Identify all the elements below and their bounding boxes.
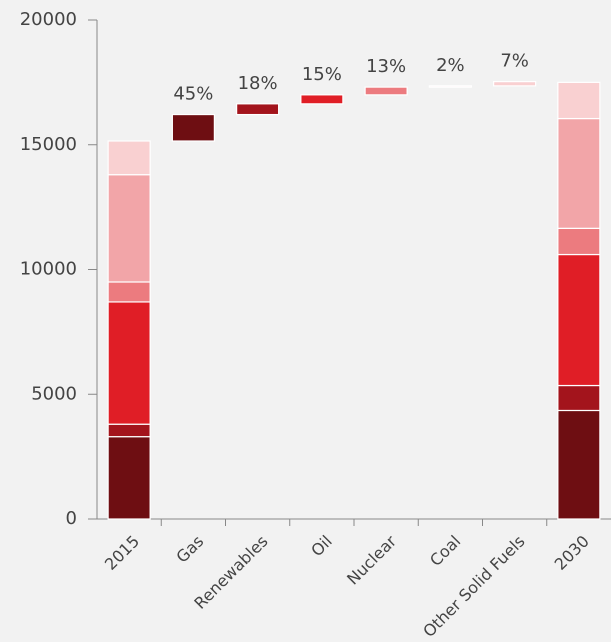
bar-segment	[557, 253, 601, 387]
bar-segment	[107, 423, 151, 438]
bar-segment	[107, 301, 151, 425]
bar-segment	[557, 227, 601, 256]
bar-segment	[171, 113, 215, 142]
annotation: 7%	[500, 51, 529, 72]
bar-segment	[107, 281, 151, 303]
x-tick-label: Gas	[172, 532, 207, 567]
annotation: 18%	[238, 73, 278, 94]
bar-segment	[300, 94, 344, 105]
y-tick-label: 5000	[31, 383, 77, 404]
bar-segment	[107, 174, 151, 283]
bar-segment	[557, 409, 601, 520]
annotation: 13%	[366, 56, 406, 77]
x-tick-label: Oil	[307, 532, 336, 561]
bar-segment	[557, 81, 601, 120]
annotation: 2%	[436, 55, 465, 76]
x-tick-label: Nuclear	[343, 531, 400, 588]
bar-segment	[236, 103, 280, 116]
bar-segment	[364, 86, 408, 96]
bar-segment	[428, 85, 472, 88]
annotation: 45%	[173, 84, 213, 105]
y-tick-label: 20000	[20, 9, 77, 30]
bar-segment	[557, 384, 601, 412]
bar-segment	[493, 81, 537, 87]
bar-segment	[557, 117, 601, 229]
y-tick-label: 15000	[20, 134, 77, 155]
annotation: 15%	[302, 64, 342, 85]
x-tick-label: 2030	[551, 532, 593, 574]
x-tick-label: 2015	[101, 532, 143, 574]
bar-segment	[107, 436, 151, 520]
bar-segment	[107, 140, 151, 176]
y-tick-label: 0	[66, 508, 77, 529]
y-tick-label: 10000	[20, 259, 77, 280]
x-tick-label: Coal	[426, 532, 464, 570]
